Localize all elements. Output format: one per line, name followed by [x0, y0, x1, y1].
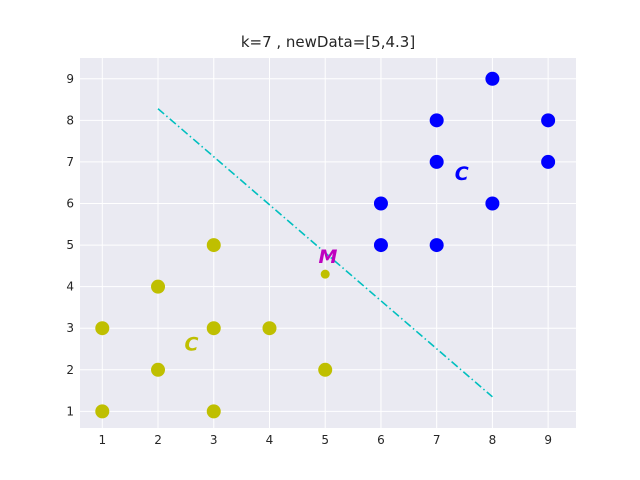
x-tick-label: 9	[544, 433, 552, 447]
data-point	[541, 113, 556, 128]
data-point	[262, 321, 277, 336]
y-tick-label: 1	[66, 404, 74, 418]
x-tick-label: 6	[377, 433, 385, 447]
x-tick-label: 7	[433, 433, 441, 447]
annotation-label: C	[455, 163, 469, 185]
data-point	[429, 154, 444, 169]
data-point	[206, 404, 221, 419]
x-tick-label: 5	[321, 433, 329, 447]
y-tick-label: 6	[66, 197, 74, 211]
y-tick-label: 7	[66, 155, 74, 169]
data-point	[206, 321, 221, 336]
tick-labels: 1 2 3 4 5 6 7 8 9 1 2 3 4 5 6 7 8 9	[66, 72, 552, 447]
x-tick-label: 3	[210, 433, 218, 447]
data-point	[485, 71, 500, 86]
x-tick-label: 1	[98, 433, 106, 447]
x-tick-label: 8	[489, 433, 497, 447]
y-tick-label: 4	[66, 280, 74, 294]
data-point	[206, 238, 221, 253]
boundary-line	[157, 108, 493, 398]
data-point	[541, 154, 556, 169]
chart-title: k=7 , newData=[5,4.3]	[240, 33, 416, 51]
y-tick-label: 9	[66, 72, 74, 86]
data-point	[373, 238, 388, 253]
data-points	[95, 71, 556, 419]
data-point	[95, 321, 110, 336]
x-tick-label: 2	[154, 433, 162, 447]
y-tick-label: 3	[66, 321, 74, 335]
data-point	[429, 113, 444, 128]
data-point	[429, 238, 444, 253]
data-point	[95, 404, 110, 419]
data-point	[151, 279, 166, 294]
data-point	[151, 362, 166, 377]
data-point	[318, 362, 333, 377]
new-data-point	[320, 269, 330, 279]
y-tick-label: 2	[66, 363, 74, 377]
annotations: C C M	[184, 163, 468, 355]
decision-boundary	[157, 108, 493, 398]
annotation-label: M	[319, 246, 338, 268]
y-tick-label: 5	[66, 238, 74, 252]
data-point	[373, 196, 388, 211]
data-point	[485, 196, 500, 211]
y-tick-label: 8	[66, 113, 74, 127]
annotation-label: C	[184, 333, 198, 355]
x-tick-label: 4	[266, 433, 274, 447]
